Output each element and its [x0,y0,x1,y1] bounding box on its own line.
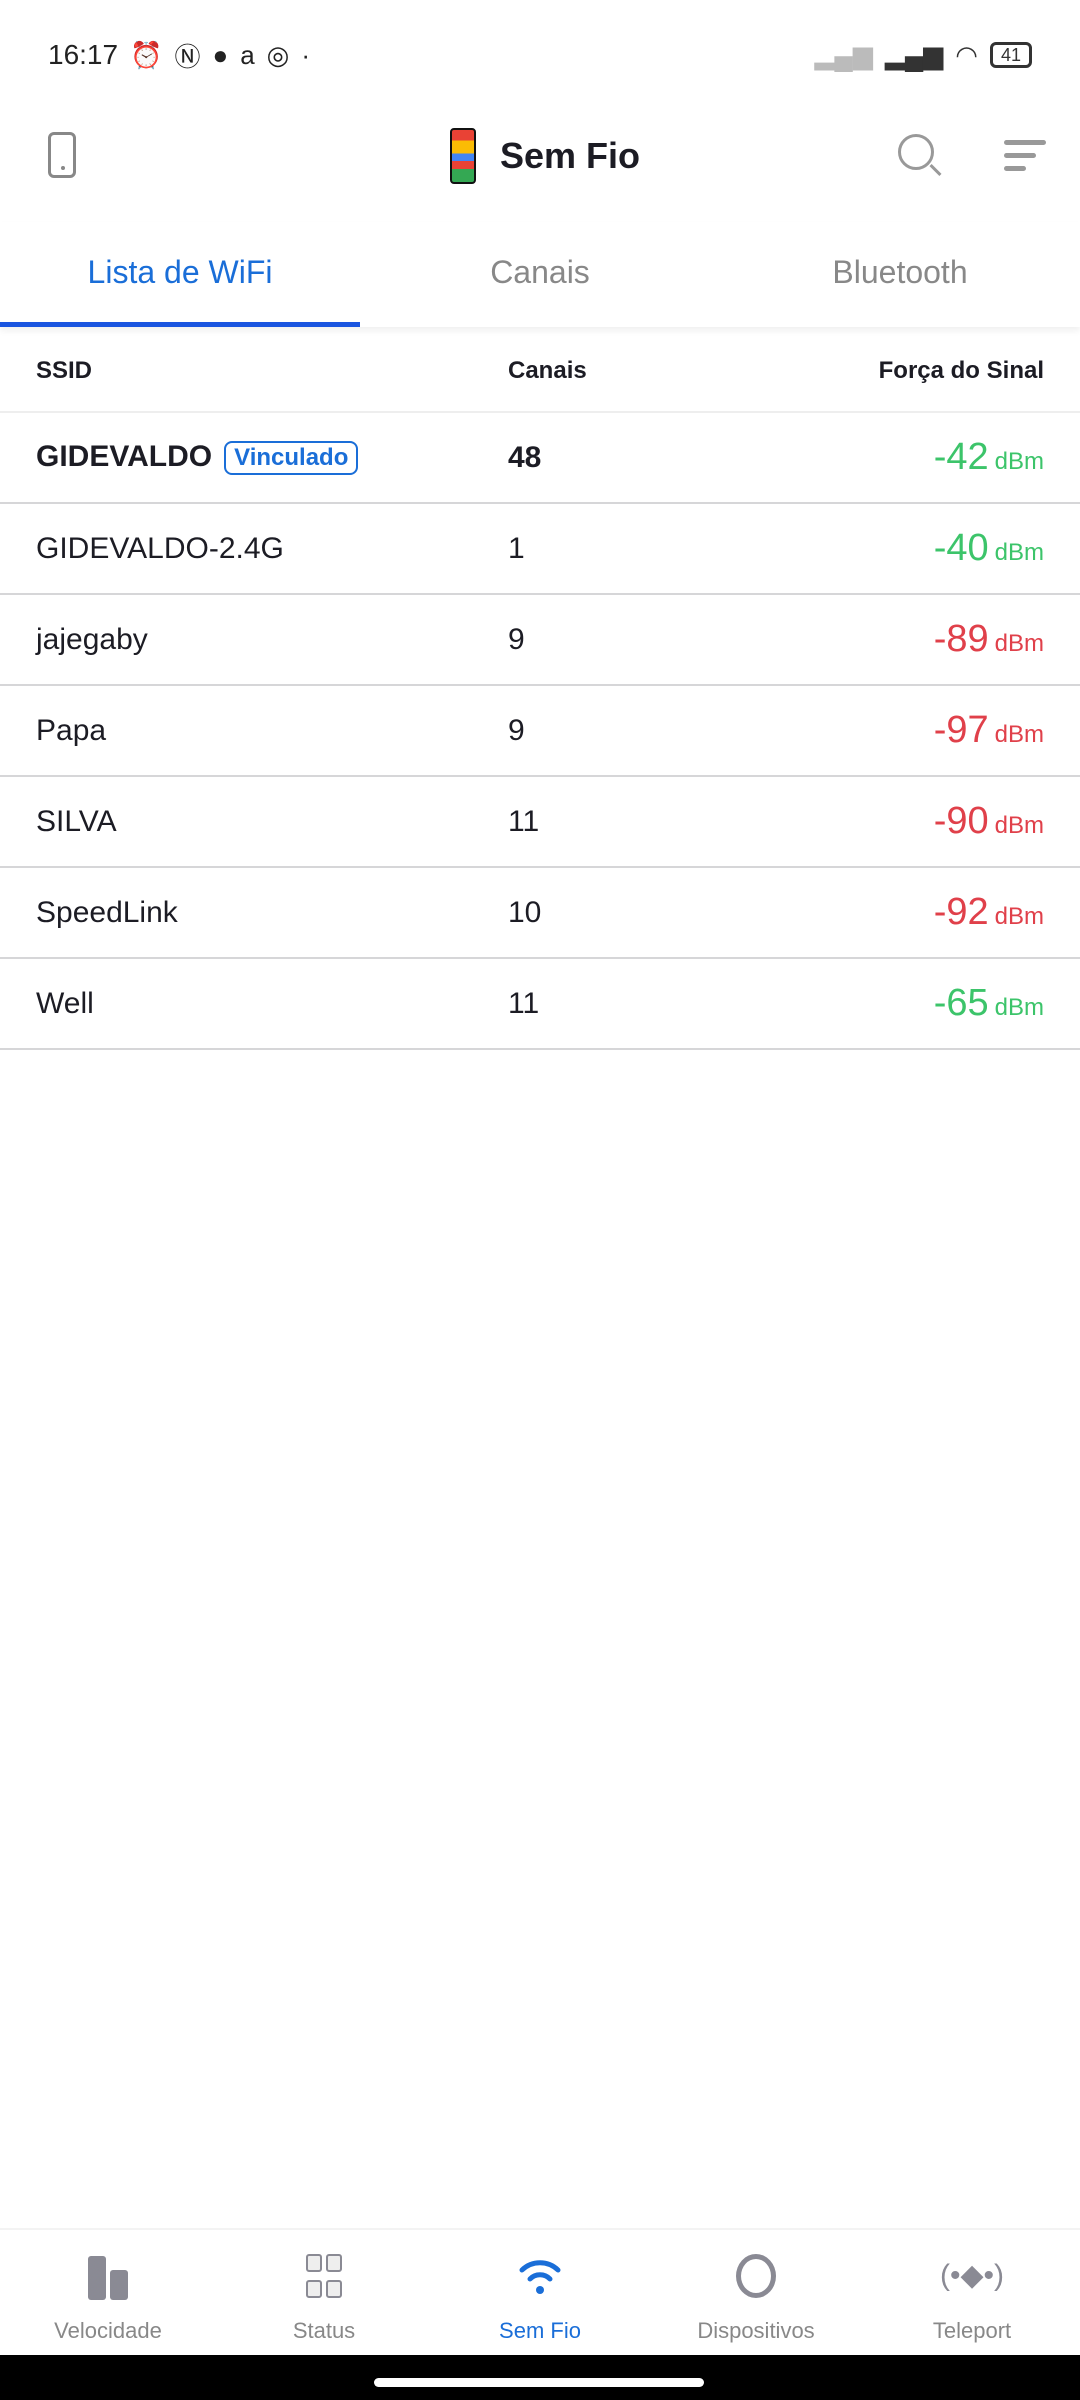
circle-icon [732,2252,780,2300]
ssid-cell: SpeedLink [36,896,178,930]
nav-label: Dispositivos [697,2318,815,2343]
signal-cell: -40 dBm [934,527,1044,570]
signal-unit: dBm [994,812,1044,839]
ssid: SILVA [36,804,117,838]
alarm-icon: ⏰ [130,39,163,70]
channel-cell: 11 [508,986,540,1020]
nav-dispositivos[interactable]: Dispositivos [648,2230,864,2355]
ssid-cell: Well [36,987,94,1021]
channel-cell: 1 [508,531,525,565]
teleport-icon: (•◆•) [939,2259,1005,2292]
signal-cell: -97 dBm [934,709,1044,752]
nfc-icon: Ⓝ [174,41,201,72]
search-icon[interactable] [898,134,934,170]
channel-cell: 9 [508,713,525,747]
status-bar: 16:17 ⏰ Ⓝ ● a ◎ · ▂▄▆ ▂▄▆ ◠ 41 [0,0,1080,110]
ssid-cell: Papa [36,714,106,748]
signal-cell: -89 dBm [934,618,1044,661]
nav-sem-fio[interactable]: Sem Fio [432,2230,648,2355]
nav-teleport[interactable]: (•◆•) Teleport [864,2230,1080,2355]
signal-unit: dBm [994,630,1044,657]
signal-value: -92 [933,891,989,933]
ssid: SpeedLink [36,895,178,929]
nav-label: Velocidade [54,2318,162,2343]
tab-wifi-list[interactable]: Lista de WiFi [0,222,360,327]
signal-value: -40 [933,527,989,569]
ssid-cell: GIDEVALDO-2.4G [36,532,284,566]
column-signal[interactable]: Força do Sinal [878,356,1044,384]
signal-unit: dBm [994,448,1044,475]
signal-cell: -42 dBm [934,436,1044,479]
page-title: Sem Fio [500,135,641,176]
signal-unit: dBm [994,994,1044,1021]
grid-icon [300,2252,348,2300]
ssid: GIDEVALDO-2.4G [36,531,284,565]
table-row[interactable]: GIDEVALDO-2.4G 1 -40 dBm [0,504,1080,595]
channel-cell: 10 [508,895,542,929]
nav-velocidade[interactable]: Velocidade [0,2230,216,2355]
table-row[interactable]: Papa 9 -97 dBm [0,686,1080,777]
gesture-bar [0,2355,1080,2400]
signal-value: -65 [933,982,989,1024]
ssid: jajegaby [36,622,148,656]
instagram-icon: ◎ [266,39,290,70]
tab-bluetooth[interactable]: Bluetooth [832,254,968,290]
nav-label: Status [292,2318,356,2343]
ssid: GIDEVALDO [36,439,213,473]
ssid-cell: GIDEVALDO Vinculado [36,439,359,476]
column-channels[interactable]: Canais [508,356,587,384]
table-row[interactable]: SpeedLink 10 -92 dBm [0,868,1080,959]
table-row[interactable]: GIDEVALDO Vinculado 48 -42 dBm [0,413,1080,504]
table-row[interactable]: SILVA 11 -90 dBm [0,777,1080,868]
linked-badge: Vinculado [224,441,359,476]
home-indicator[interactable] [374,2378,704,2387]
signal-unit: dBm [994,903,1044,930]
table-row[interactable]: jajegaby 9 -89 dBm [0,595,1080,686]
signal-value: -42 [933,436,989,478]
signal-unit: dBm [994,721,1044,748]
wifi-status-icon: ◠ [955,39,978,70]
amazon-icon: a [240,39,255,70]
battery-icon: 41 [989,42,1032,68]
more-notifications-icon: · [301,39,311,70]
column-ssid[interactable]: SSID [36,356,93,384]
channel-cell: 9 [508,622,525,656]
channel-cell: 48 [508,440,542,474]
nav-label: Teleport [932,2318,1012,2343]
signal-none-icon: ▂▄▆ [814,39,873,70]
table-header: SSID Canais Força do Sinal [0,330,1080,413]
ssid: Papa [36,713,107,747]
tab-channels[interactable]: Canais [490,254,590,290]
tab-bar: Lista de WiFi Canais Bluetooth [0,222,1080,327]
nav-status[interactable]: Status [216,2230,432,2355]
ssid: Well [36,986,94,1020]
channel-cell: 11 [508,804,540,838]
ssid-cell: jajegaby [36,623,148,657]
app-header: Sem Fio [0,110,1080,200]
signal-cell: -92 dBm [934,891,1044,934]
ssid-cell: SILVA [36,805,117,839]
signal-value: -90 [933,800,989,842]
phone-icon[interactable] [48,132,76,178]
clock: 16:17 [48,39,119,70]
device-logo-icon [450,128,476,184]
signal-unit: dBm [994,539,1044,566]
table-row[interactable]: Well 11 -65 dBm [0,959,1080,1050]
nav-label: Sem Fio [499,2318,581,2343]
sort-icon[interactable] [1004,140,1046,179]
signal-icon: ▂▄▆ [884,39,944,70]
signal-value: -89 [933,618,989,660]
signal-cell: -65 dBm [934,982,1044,1025]
signal-cell: -90 dBm [934,800,1044,843]
bottom-nav: Velocidade Status Sem Fio Dispositivos (… [0,2228,1080,2355]
bar-chart-icon [84,2252,132,2300]
chat-icon: ● [212,39,229,70]
signal-value: -97 [933,709,989,751]
wifi-icon [516,2252,564,2300]
